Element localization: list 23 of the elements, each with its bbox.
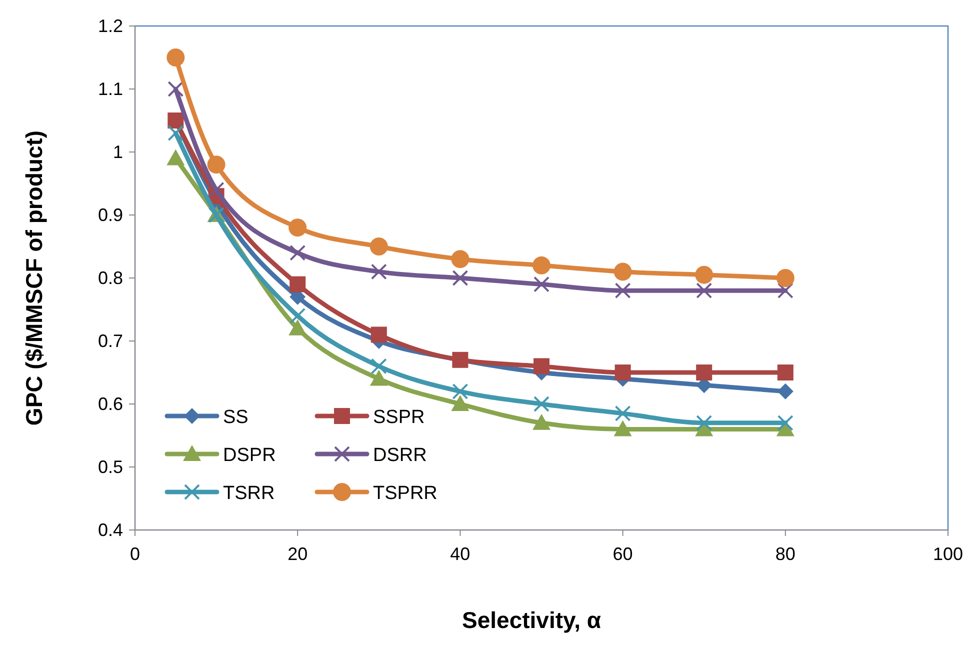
x-tick-label: 60 bbox=[612, 544, 633, 564]
legend-label: SSPR bbox=[373, 407, 425, 428]
legend-label: TSPRR bbox=[373, 483, 438, 504]
y-tick-label: 0.6 bbox=[98, 394, 123, 414]
x-tick-label: 100 bbox=[932, 544, 964, 564]
y-tick-label: 1.2 bbox=[98, 16, 123, 36]
x-axis-title: Selectivity, α bbox=[462, 607, 601, 633]
y-tick-label: 0.5 bbox=[98, 457, 123, 477]
legend-label: DSRR bbox=[373, 445, 427, 466]
y-tick-label: 1.1 bbox=[98, 79, 123, 99]
y-tick-label: 0.8 bbox=[98, 268, 123, 288]
legend-label: SS bbox=[223, 407, 248, 428]
y-axis-title: GPC ($/MMSCF of product) bbox=[21, 130, 47, 426]
x-tick-label: 20 bbox=[288, 544, 308, 564]
x-tick-label: 40 bbox=[450, 544, 470, 564]
y-tick-label: 0.9 bbox=[98, 205, 123, 225]
legend-label: DSPR bbox=[223, 445, 276, 466]
y-tick-label: 0.7 bbox=[98, 331, 123, 351]
legend-label: TSRR bbox=[223, 483, 275, 504]
x-tick-label: 80 bbox=[775, 544, 796, 564]
y-tick-label: 0.4 bbox=[98, 520, 123, 540]
y-tick-label: 1 bbox=[112, 142, 123, 162]
x-tick-label: 0 bbox=[130, 544, 140, 564]
